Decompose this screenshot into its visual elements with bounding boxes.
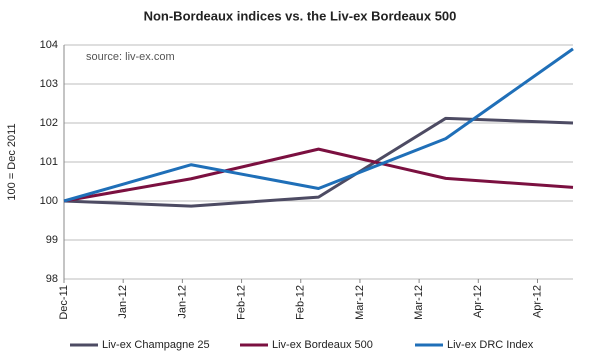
y-tick-label: 99 (46, 234, 58, 246)
x-tick-label: Apr-12 (472, 285, 484, 318)
series-line (63, 147, 574, 203)
series-line (63, 47, 574, 203)
x-tick-label: Feb-12 (295, 285, 307, 320)
x-tick-label: Jan-12 (176, 285, 188, 319)
y-tick-label: 101 (40, 156, 58, 168)
y-tick-label: 98 (46, 273, 58, 285)
y-axis-label: 100 = Dec 2011 (6, 123, 18, 200)
y-tick-label: 102 (40, 117, 58, 129)
legend-label: Liv-ex DRC Index (447, 339, 534, 351)
y-tick-label: 100 (40, 195, 58, 207)
x-tick-label: Mar-12 (354, 285, 366, 320)
legend-label: Liv-ex Champagne 25 (102, 339, 210, 351)
y-tick-label: 104 (40, 39, 58, 51)
x-tick-label: Mar-12 (413, 285, 425, 320)
annotation: source: liv-ex.com (86, 51, 175, 63)
y-tick-label: 103 (40, 78, 58, 90)
chart-title: Non-Bordeaux indices vs. the Liv-ex Bord… (144, 8, 457, 23)
x-tick-label: Dec-11 (58, 285, 70, 320)
x-tick-label: Feb-12 (235, 285, 247, 320)
series-line (63, 116, 574, 208)
x-tick-label: Apr-12 (531, 285, 543, 318)
x-tick-label: Jan-12 (117, 285, 129, 319)
legend-label: Liv-ex Bordeaux 500 (272, 339, 373, 351)
